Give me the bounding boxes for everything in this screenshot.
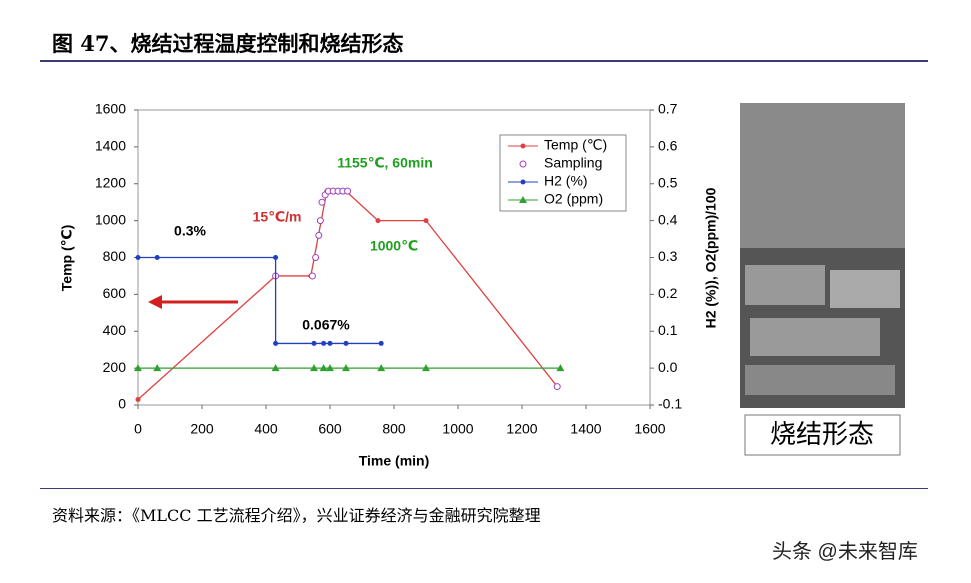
watermark: 头条 @未来智库: [772, 541, 918, 563]
x-tick-label: 400: [254, 421, 278, 437]
y2-tick-label: 0.0: [658, 359, 678, 375]
marker: [135, 396, 141, 402]
annotation: 0.067%: [302, 317, 350, 333]
y-tick-label: 800: [103, 248, 127, 264]
marker: [422, 364, 430, 372]
marker: [315, 231, 323, 239]
x-tick-label: 600: [318, 421, 342, 437]
marker: [311, 340, 317, 346]
marker: [343, 340, 349, 346]
marker: [271, 364, 280, 372]
marker: [377, 364, 386, 372]
marker: [326, 364, 334, 372]
y-tick-label: 1600: [95, 101, 126, 117]
annotation: 1000℃: [370, 238, 418, 254]
y2-tick-label: 0.5: [658, 174, 678, 190]
y-tick-label: 1000: [95, 211, 126, 227]
marker: [135, 255, 141, 260]
x-tick-label: 0: [134, 421, 142, 437]
x-tick-label: 200: [190, 421, 214, 437]
x-tick-label: 1600: [634, 421, 665, 437]
y2-tick-label: -0.1: [658, 396, 682, 412]
marker: [378, 340, 384, 346]
arrow-head: [148, 295, 162, 309]
marker: [308, 272, 316, 280]
x-tick-label: 1000: [442, 421, 473, 437]
legend-box: [499, 134, 627, 212]
x-axis-label: Time (min): [359, 453, 430, 469]
micrograph: [740, 103, 905, 408]
marker: [310, 364, 318, 372]
x-tick-label: 1400: [570, 421, 601, 437]
y-tick-label: 200: [103, 359, 127, 375]
marker: [344, 187, 352, 195]
marker: [273, 255, 279, 260]
marker: [520, 143, 526, 149]
caption-box: [744, 414, 901, 456]
marker: [134, 364, 142, 372]
legend-label: Temp (℃): [544, 137, 607, 153]
y-axis-label: Temp (℃): [59, 225, 75, 291]
marker: [375, 218, 381, 224]
y-tick-label: 600: [103, 285, 127, 301]
marker: [519, 160, 527, 168]
y-tick-label: 400: [103, 322, 127, 338]
marker: [342, 364, 350, 372]
y-tick-label: 0: [118, 396, 126, 412]
y2-tick-label: 0.4: [658, 211, 678, 227]
marker: [312, 254, 320, 261]
legend-label: Sampling: [544, 155, 602, 171]
x-tick-label: 1200: [506, 421, 537, 437]
annotation: 1155℃, 60min: [337, 155, 433, 171]
marker: [318, 198, 326, 206]
marker: [556, 364, 565, 372]
y-tick-label: 1200: [95, 174, 126, 190]
y2-tick-label: 0.1: [658, 322, 678, 338]
y2-tick-label: 0.7: [658, 101, 678, 117]
source: 资料来源：《MLCC 工艺流程介绍》，兴业证券经济与金融研究院整理: [52, 506, 541, 525]
marker: [316, 217, 324, 225]
legend-label: O2 (ppm): [544, 191, 603, 207]
figure-title: 图 47、烧结过程温度控制和烧结形态: [52, 31, 404, 56]
marker: [519, 196, 527, 203]
y2-axis-label: H2 (%)), O2(ppm)/100: [703, 187, 719, 328]
marker: [273, 340, 279, 346]
rule: [40, 60, 928, 62]
image-caption: 烧结形态: [770, 419, 874, 449]
legend-label: H2 (%): [544, 173, 588, 189]
y2-tick-label: 0.2: [658, 285, 678, 301]
marker: [520, 179, 526, 185]
marker: [154, 255, 160, 260]
rule: [40, 488, 928, 489]
y2-tick-label: 0.6: [658, 138, 678, 154]
y-tick-label: 1400: [95, 138, 126, 154]
y2-tick-label: 0.3: [658, 248, 678, 264]
chart: 烧结形态 0 200 400 600 800 1000 1200 1400 1600 0 200 40…: [59, 101, 905, 469]
marker: [553, 383, 561, 391]
marker: [319, 364, 328, 372]
marker: [327, 340, 333, 346]
annotation: 0.3%: [174, 223, 206, 239]
annotation: 15℃/m: [253, 209, 302, 225]
x-tick-label: 800: [382, 421, 406, 437]
marker: [153, 364, 162, 372]
marker: [321, 340, 327, 346]
marker: [423, 218, 429, 224]
